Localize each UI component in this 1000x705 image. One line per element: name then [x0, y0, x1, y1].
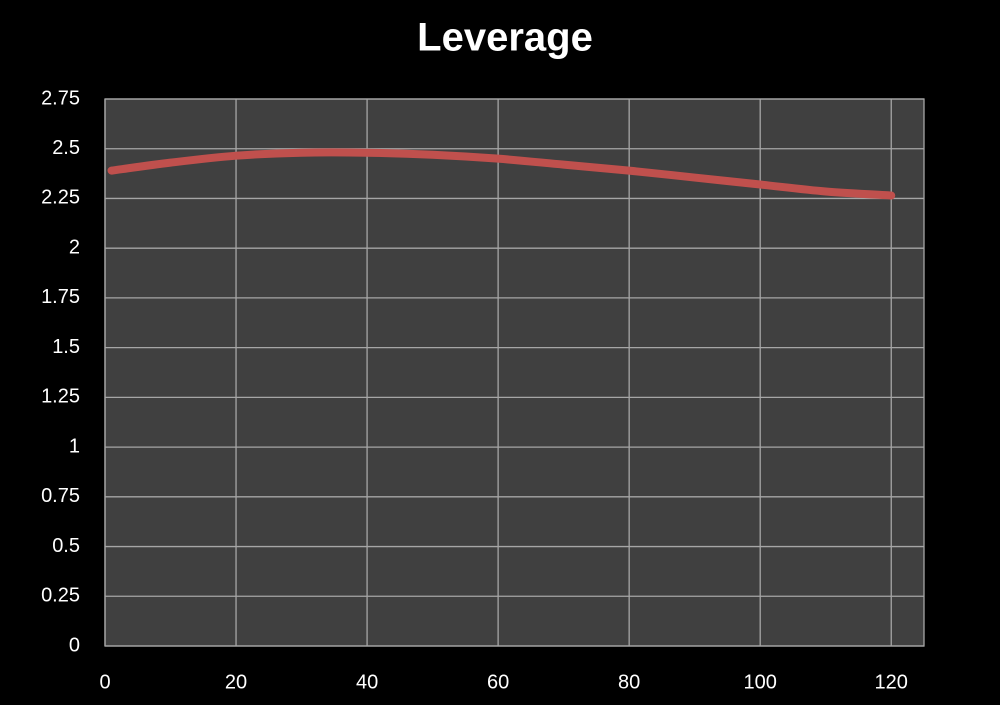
y-tick-label: 0.25: [41, 585, 80, 607]
y-tick-label: 1.25: [41, 386, 80, 408]
y-tick-label: 1.75: [41, 286, 80, 308]
x-tick-label: 100: [744, 671, 777, 693]
y-tick-label: 2.5: [52, 137, 80, 159]
x-tick-label: 80: [618, 671, 640, 693]
x-tick-label: 40: [356, 671, 378, 693]
x-tick-label: 60: [487, 671, 509, 693]
y-tick-label: 1.5: [52, 336, 80, 358]
x-tick-label: 120: [875, 671, 908, 693]
y-tick-label: 0.75: [41, 485, 80, 507]
plot-border: [104, 98, 925, 647]
chart-title: Leverage: [417, 16, 593, 60]
y-tick-label: 0.5: [52, 535, 80, 557]
y-tick-label: 2.25: [41, 187, 80, 209]
y-tick-label: 2.75: [41, 87, 80, 109]
y-tick-label: 2: [69, 236, 80, 258]
plot-area: [105, 99, 924, 646]
y-tick-label: 0: [69, 634, 80, 656]
x-tick-label: 20: [225, 671, 247, 693]
x-tick-label: 0: [99, 671, 110, 693]
data-line: [107, 148, 896, 200]
y-tick-label: 1: [69, 435, 80, 457]
